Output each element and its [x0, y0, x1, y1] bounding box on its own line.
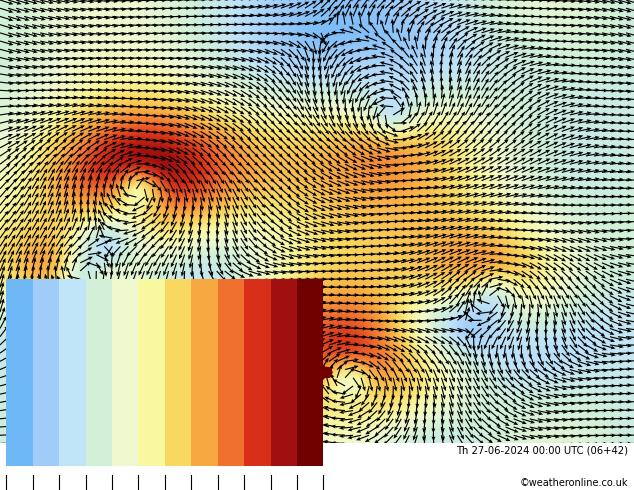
Text: Th 27-06-2024 00:00 UTC (06+42): Th 27-06-2024 00:00 UTC (06+42) [456, 446, 628, 456]
Bar [165, 279, 191, 465]
Text: ©weatheronline.co.uk: ©weatheronline.co.uk [519, 478, 628, 488]
Bar [217, 279, 244, 465]
Bar [86, 279, 112, 465]
Bar [33, 279, 59, 465]
Bar [271, 279, 297, 465]
Bar [244, 279, 271, 465]
Bar [112, 279, 138, 465]
Bar [191, 279, 217, 465]
Bar [138, 279, 165, 465]
Text: Surface wind (bft) ECMWF: Surface wind (bft) ECMWF [6, 446, 136, 456]
Bar [59, 279, 86, 465]
Bar [6, 279, 33, 465]
Bar [297, 279, 323, 465]
